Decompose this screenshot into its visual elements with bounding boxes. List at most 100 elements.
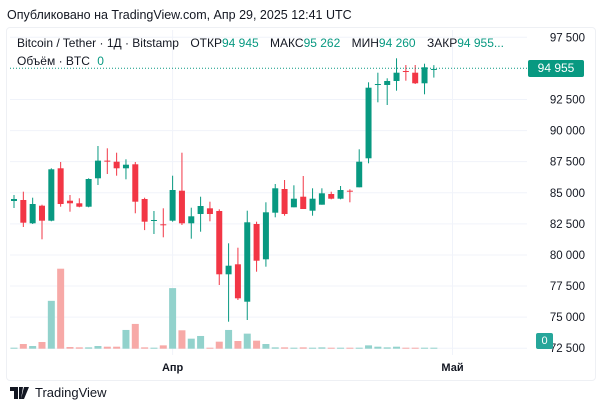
candle[interactable] (402, 64, 409, 81)
candle[interactable] (132, 162, 139, 214)
volume-bar (10, 347, 18, 349)
candle[interactable] (328, 191, 335, 200)
candle[interactable] (188, 207, 195, 239)
candle-body (365, 87, 372, 159)
volume-bar (225, 329, 233, 349)
candle[interactable] (160, 208, 167, 238)
candle[interactable] (113, 152, 120, 176)
candle[interactable] (38, 204, 45, 240)
candle[interactable] (356, 149, 363, 188)
candle-body (309, 198, 316, 211)
candle-body (290, 198, 297, 208)
y-tick-label: 72 500 (550, 343, 585, 355)
y-tick-label: 85 000 (550, 188, 585, 200)
candle-body (346, 190, 353, 192)
candle[interactable] (430, 65, 437, 78)
candle[interactable] (141, 197, 148, 231)
y-tick-label: 87 500 (550, 157, 585, 169)
volume-bar (150, 347, 158, 349)
candle[interactable] (374, 72, 381, 103)
candle[interactable] (85, 178, 92, 208)
footer-brand[interactable]: TradingView (10, 385, 107, 400)
candle[interactable] (346, 189, 353, 203)
volume-value: 0 (97, 54, 104, 68)
candle[interactable] (300, 175, 307, 210)
volume-bar (421, 347, 429, 349)
candle-body (169, 189, 176, 221)
candle-body (160, 224, 167, 226)
candle-body (48, 169, 55, 221)
candle-body (85, 179, 92, 207)
candle-body (402, 71, 409, 73)
high-value: 95 262 (303, 36, 341, 50)
volume-bar (374, 346, 382, 349)
candle[interactable] (272, 184, 279, 218)
candle-body (300, 196, 307, 210)
candle-body (132, 164, 139, 202)
candle[interactable] (225, 243, 232, 322)
candle[interactable] (262, 202, 269, 267)
candle-body (374, 84, 381, 86)
volume-bar (243, 333, 251, 349)
y-tick-label: 80 000 (550, 250, 585, 262)
candle[interactable] (234, 247, 241, 300)
candle[interactable] (48, 168, 55, 222)
candle[interactable] (384, 78, 391, 105)
candle[interactable] (244, 210, 251, 320)
candle-body (94, 160, 101, 179)
candle-body (150, 219, 157, 221)
candle[interactable] (20, 191, 27, 228)
candle[interactable] (318, 188, 325, 205)
candle-body (234, 264, 241, 299)
candle[interactable] (94, 145, 101, 185)
candle[interactable] (206, 201, 213, 222)
candle-body (281, 189, 288, 215)
open-value: 94 945 (221, 36, 259, 50)
candle-body (393, 72, 400, 81)
candle-body (38, 205, 45, 221)
volume-bar (131, 323, 139, 349)
candle[interactable] (66, 194, 73, 212)
candle[interactable] (337, 185, 344, 200)
candle-body (384, 80, 391, 85)
candle[interactable] (150, 210, 157, 235)
candle[interactable] (393, 58, 400, 91)
candle[interactable] (197, 196, 204, 232)
candle[interactable] (29, 197, 36, 225)
candle-body (262, 212, 269, 260)
candle[interactable] (281, 179, 288, 216)
volume-bar (38, 342, 46, 349)
candle-body (29, 204, 36, 224)
candle-body (328, 194, 335, 199)
time-axis: Апр Май (162, 362, 464, 374)
candle-body (11, 198, 17, 201)
candle[interactable] (253, 221, 260, 272)
volume-axis-label: 0 (536, 333, 553, 349)
candle[interactable] (11, 194, 17, 208)
candle[interactable] (216, 209, 223, 285)
candle-body (113, 161, 120, 169)
candle[interactable] (178, 152, 185, 225)
volume-bar (85, 347, 93, 349)
brand-name: TradingView (35, 385, 107, 400)
candle-body (225, 265, 232, 275)
candle[interactable] (309, 188, 316, 216)
candle[interactable] (104, 148, 111, 175)
volume-bar (365, 345, 373, 349)
candle[interactable] (122, 159, 129, 180)
candle[interactable] (169, 175, 176, 222)
candle[interactable] (365, 82, 372, 164)
candle[interactable] (290, 185, 297, 208)
tradingview-logo-icon (10, 386, 29, 399)
symbol-title[interactable]: Bitcoin / Tether · 1Д · Bitstamp (17, 36, 179, 50)
legend: Bitcoin / Tether · 1Д · Bitstamp ОТКР94 … (17, 34, 504, 70)
volume-bar (234, 341, 242, 349)
volume-bar (206, 347, 214, 349)
volume-bar (57, 268, 65, 349)
candle[interactable] (57, 162, 64, 207)
candle[interactable] (76, 198, 83, 208)
volume-bar (402, 347, 410, 349)
y-tick-label: 92 500 (550, 94, 585, 106)
volume-bar (346, 347, 354, 349)
